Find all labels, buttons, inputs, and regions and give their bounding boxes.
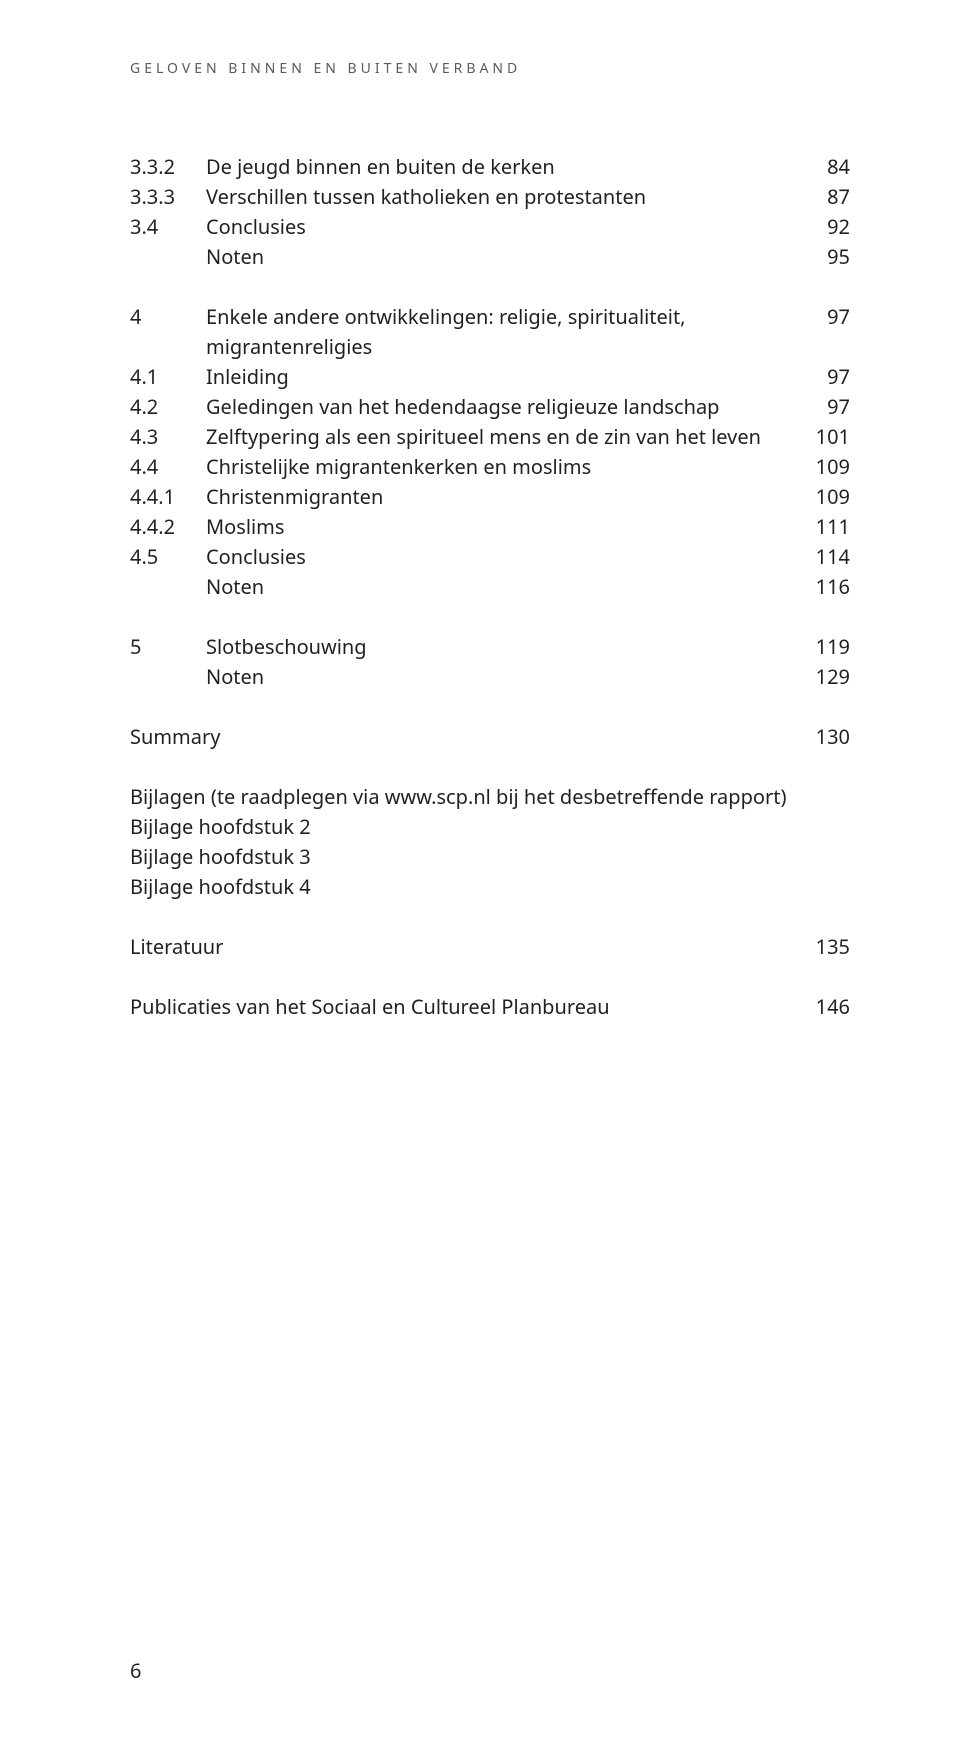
page: GELOVEN BINNEN EN BUITEN VERBAND 3.3.2 D… xyxy=(0,0,960,1742)
toc-page: 119 xyxy=(802,632,850,662)
toc-number: 4.2 xyxy=(130,392,206,422)
toc-page: 97 xyxy=(802,302,850,332)
toc-label: Noten xyxy=(206,242,802,272)
toc-row: 4 Enkele andere ontwikkelingen: religie,… xyxy=(130,302,850,362)
toc-label: Bijlage hoofdstuk 4 xyxy=(130,872,850,902)
toc-number: 3.4 xyxy=(130,212,206,242)
table-of-contents: 3.3.2 De jeugd binnen en buiten de kerke… xyxy=(130,152,850,1022)
toc-page: 92 xyxy=(802,212,850,242)
toc-label: Inleiding xyxy=(206,362,802,392)
toc-number: 3.3.3 xyxy=(130,182,206,212)
toc-page: 109 xyxy=(802,482,850,512)
toc-label: Bijlage hoofdstuk 2 xyxy=(130,812,850,842)
toc-row: 4.2 Geledingen van het hedendaagse relig… xyxy=(130,392,850,422)
toc-row: 5 Slotbeschouwing 119 xyxy=(130,632,850,662)
toc-label: Bijlagen (te raadplegen via www.scp.nl b… xyxy=(130,782,850,812)
page-number: 6 xyxy=(130,1656,141,1686)
toc-page: 101 xyxy=(802,422,850,452)
toc-label: Geledingen van het hedendaagse religieuz… xyxy=(206,392,802,422)
toc-label: De jeugd binnen en buiten de kerken xyxy=(206,152,802,182)
toc-row: 4.4.2 Moslims 111 xyxy=(130,512,850,542)
toc-row: 3.3.2 De jeugd binnen en buiten de kerke… xyxy=(130,152,850,182)
toc-row: 4.3 Zelftypering als een spiritueel mens… xyxy=(130,422,850,452)
toc-page: 97 xyxy=(802,362,850,392)
toc-label: Moslims xyxy=(206,512,802,542)
toc-number: 4.3 xyxy=(130,422,206,452)
toc-row: 4.5 Conclusies 114 xyxy=(130,542,850,572)
toc-label: Christenmigranten xyxy=(206,482,802,512)
toc-number: 4.4.2 xyxy=(130,512,206,542)
toc-row: 4.1 Inleiding 97 xyxy=(130,362,850,392)
toc-label: Summary xyxy=(130,722,220,752)
toc-number: 4 xyxy=(130,302,206,332)
toc-number: 5 xyxy=(130,632,206,662)
toc-row: 3.4 Conclusies 92 xyxy=(130,212,850,242)
toc-block: Summary 130 xyxy=(130,722,850,752)
toc-label: Zelftypering als een spiritueel mens en … xyxy=(206,422,802,452)
toc-page: 129 xyxy=(802,662,850,692)
toc-label: Noten xyxy=(206,662,802,692)
toc-block: Publicaties van het Sociaal en Cultureel… xyxy=(130,992,850,1022)
toc-page: 135 xyxy=(802,932,850,962)
toc-row: Bijlage hoofdstuk 3 xyxy=(130,842,850,872)
toc-page: 116 xyxy=(802,572,850,602)
toc-label: Noten xyxy=(206,572,802,602)
toc-page: 84 xyxy=(802,152,850,182)
toc-number: 4.4.1 xyxy=(130,482,206,512)
toc-page: 130 xyxy=(802,722,850,752)
toc-page: 95 xyxy=(802,242,850,272)
toc-block: 3.3.2 De jeugd binnen en buiten de kerke… xyxy=(130,152,850,272)
toc-row: 3.3.3 Verschillen tussen katholieken en … xyxy=(130,182,850,212)
toc-page: 111 xyxy=(802,512,850,542)
toc-row: Publicaties van het Sociaal en Cultureel… xyxy=(130,992,850,1022)
toc-label: Christelijke migrantenkerken en moslims xyxy=(206,452,802,482)
running-head: GELOVEN BINNEN EN BUITEN VERBAND xyxy=(130,58,521,79)
toc-label: Bijlage hoofdstuk 3 xyxy=(130,842,850,872)
toc-label: Verschillen tussen katholieken en protes… xyxy=(206,182,802,212)
toc-row: Noten 95 xyxy=(130,242,850,272)
toc-block: 4 Enkele andere ontwikkelingen: religie,… xyxy=(130,302,850,602)
toc-row: 4.4.1 Christenmigranten 109 xyxy=(130,482,850,512)
toc-page: 146 xyxy=(802,992,850,1022)
toc-row: Literatuur 135 xyxy=(130,932,850,962)
toc-row: Bijlage hoofdstuk 4 xyxy=(130,872,850,902)
toc-block: Bijlagen (te raadplegen via www.scp.nl b… xyxy=(130,782,850,902)
toc-label: Enkele andere ontwikkelingen: religie, s… xyxy=(206,302,802,362)
toc-number: 4.1 xyxy=(130,362,206,392)
toc-page: 87 xyxy=(802,182,850,212)
toc-number: 4.4 xyxy=(130,452,206,482)
toc-row: 4.4 Christelijke migrantenkerken en mosl… xyxy=(130,452,850,482)
toc-page: 114 xyxy=(802,542,850,572)
toc-block: 5 Slotbeschouwing 119 Noten 129 xyxy=(130,632,850,692)
toc-row: Summary 130 xyxy=(130,722,850,752)
toc-label: Publicaties van het Sociaal en Cultureel… xyxy=(130,992,802,1022)
toc-row: Noten 129 xyxy=(130,662,850,692)
toc-label: Slotbeschouwing xyxy=(206,632,802,662)
toc-label: Literatuur xyxy=(130,932,223,962)
toc-block: Literatuur 135 xyxy=(130,932,850,962)
toc-label: Conclusies xyxy=(206,542,802,572)
toc-label: Conclusies xyxy=(206,212,802,242)
toc-row: Bijlagen (te raadplegen via www.scp.nl b… xyxy=(130,782,850,812)
toc-number: 3.3.2 xyxy=(130,152,206,182)
toc-number: 4.5 xyxy=(130,542,206,572)
toc-row: Bijlage hoofdstuk 2 xyxy=(130,812,850,842)
toc-page: 109 xyxy=(802,452,850,482)
toc-row: Noten 116 xyxy=(130,572,850,602)
toc-page: 97 xyxy=(802,392,850,422)
